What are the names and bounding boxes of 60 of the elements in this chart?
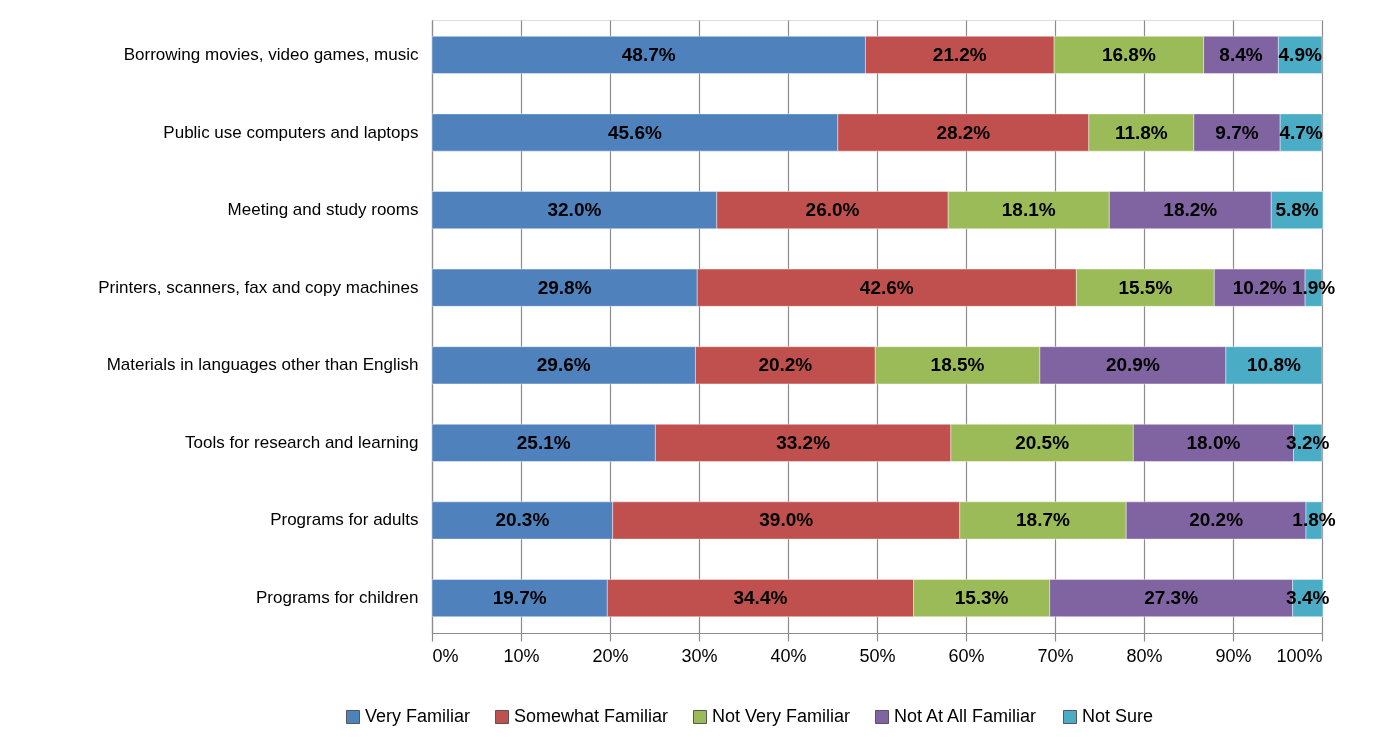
data-label: 4.7% <box>1279 121 1323 143</box>
data-label: 42.6% <box>859 276 914 298</box>
data-label: 18.1% <box>1001 199 1056 221</box>
x-tick-label: 80% <box>1126 645 1163 666</box>
data-label: 5.8% <box>1275 199 1319 221</box>
y-tick-label: Programs for children <box>255 588 419 608</box>
data-label: 20.5% <box>1015 431 1070 453</box>
data-label: 25.1% <box>516 431 571 453</box>
data-label: 18.5% <box>930 354 985 376</box>
y-tick-label: Printers, scanners, fax and copy machines <box>98 277 419 297</box>
data-label: 29.8% <box>537 276 592 298</box>
x-tick-label: 20% <box>592 645 629 666</box>
data-label: 8.4% <box>1219 43 1263 65</box>
x-tick-label: 10% <box>503 645 540 666</box>
x-tick-label: 90% <box>1215 645 1252 666</box>
data-label: 26.0% <box>805 199 860 221</box>
data-label: 28.2% <box>936 121 991 143</box>
x-tick-label: 100% <box>1276 645 1323 666</box>
x-tick-label: 0% <box>432 645 459 666</box>
data-label: 45.6% <box>607 121 662 143</box>
data-label: 15.5% <box>1118 276 1173 298</box>
legend-label: Somewhat Familiar <box>514 706 669 726</box>
data-label: 48.7% <box>621 43 676 65</box>
data-label: 18.0% <box>1186 431 1241 453</box>
data-label: 18.7% <box>1016 509 1071 531</box>
data-label: 20.2% <box>758 354 813 376</box>
legend-label: Very Familiar <box>365 706 471 726</box>
x-tick-label: 30% <box>681 645 718 666</box>
data-label: 32.0% <box>547 199 602 221</box>
x-tick-label: 60% <box>948 645 985 666</box>
x-tick-label: 40% <box>770 645 807 666</box>
x-tick-label: 50% <box>859 645 896 666</box>
data-label: 34.4% <box>733 587 788 609</box>
data-label: 18.2% <box>1163 199 1218 221</box>
y-tick-label: Tools for research and learning <box>185 432 419 452</box>
data-label: 11.8% <box>1114 121 1168 143</box>
y-tick-label: Programs for adults <box>270 510 419 530</box>
data-label: 29.6% <box>536 354 591 376</box>
data-label: 21.2% <box>932 43 987 65</box>
data-label: 39.0% <box>759 509 814 531</box>
y-tick-label: Borrowing movies, video games, music <box>123 44 419 64</box>
data-label: 15.3% <box>954 587 1009 609</box>
y-tick-label: Meeting and study rooms <box>227 200 419 220</box>
legend-label: Not Sure <box>1082 706 1154 726</box>
x-tick-label: 70% <box>1037 645 1074 666</box>
data-label: 20.9% <box>1105 354 1160 376</box>
data-label: 16.8% <box>1101 43 1156 65</box>
data-label: 9.7% <box>1215 121 1259 143</box>
data-label: 19.7% <box>492 587 547 609</box>
legend-label: Not At All Familiar <box>894 706 1037 726</box>
y-tick-label: Materials in languages other than English <box>106 355 419 375</box>
data-label: 10.8% <box>1247 354 1301 376</box>
data-label: 27.3% <box>1144 587 1199 609</box>
data-label: 20.2% <box>1189 509 1244 531</box>
data-label: 10.2% <box>1232 276 1287 298</box>
legend-label: Not Very Familiar <box>712 706 851 726</box>
data-label: 4.9% <box>1278 43 1322 65</box>
y-tick-label: Public use computers and laptops <box>163 122 419 142</box>
data-label: 33.2% <box>776 431 831 453</box>
data-label: 20.3% <box>495 509 550 531</box>
